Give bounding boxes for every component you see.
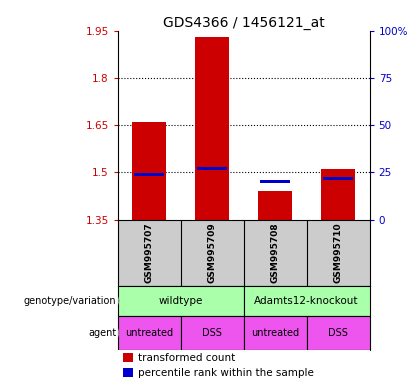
Text: GSM995710: GSM995710: [333, 222, 343, 283]
Bar: [307, 316, 370, 350]
Bar: [118, 316, 181, 350]
Bar: [197, 167, 227, 170]
Bar: [323, 177, 353, 180]
Text: untreated: untreated: [125, 328, 173, 338]
Bar: [260, 180, 290, 184]
Text: percentile rank within the sample: percentile rank within the sample: [138, 367, 314, 377]
Bar: [181, 316, 244, 350]
Bar: [132, 122, 166, 220]
Text: GSM995707: GSM995707: [144, 222, 154, 283]
Bar: [321, 169, 355, 220]
Bar: [244, 316, 307, 350]
Bar: [123, 353, 133, 362]
Bar: [258, 191, 292, 220]
Text: transformed count: transformed count: [138, 353, 235, 363]
Text: DSS: DSS: [328, 328, 348, 338]
Bar: [195, 37, 229, 220]
Text: DSS: DSS: [202, 328, 222, 338]
Text: untreated: untreated: [251, 328, 299, 338]
Bar: [244, 286, 370, 316]
Polygon shape: [117, 328, 119, 338]
Polygon shape: [117, 296, 119, 305]
Bar: [134, 173, 164, 176]
Text: GSM995708: GSM995708: [270, 222, 280, 283]
Bar: [118, 286, 244, 316]
Text: genotype/variation: genotype/variation: [24, 296, 116, 306]
Text: Adamts12-knockout: Adamts12-knockout: [255, 296, 359, 306]
Text: GSM995709: GSM995709: [207, 222, 217, 283]
Text: agent: agent: [88, 328, 116, 338]
Title: GDS4366 / 1456121_at: GDS4366 / 1456121_at: [163, 16, 325, 30]
Text: wildtype: wildtype: [158, 296, 203, 306]
Bar: [123, 368, 133, 377]
